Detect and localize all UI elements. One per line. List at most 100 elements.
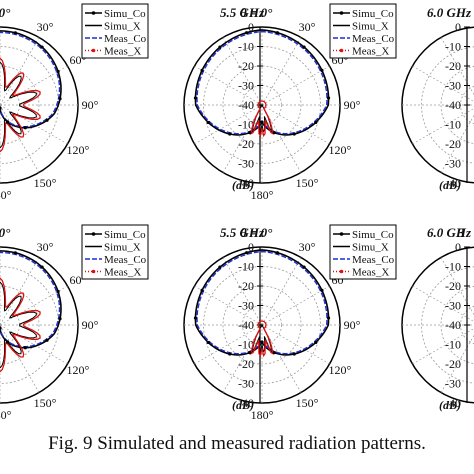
radial-tick-label: 0	[455, 240, 461, 254]
polar-grid-spoke	[261, 65, 330, 106]
simu-x-curve	[0, 61, 37, 149]
simu-co-marker	[292, 352, 296, 356]
radial-tick-label: -20	[238, 279, 254, 293]
angle-label: 180°	[0, 188, 12, 202]
radial-tick-label: -30	[238, 377, 254, 391]
simu-co-marker	[260, 340, 264, 344]
legend-label: Simu_X	[104, 21, 141, 33]
legend-label: Meas_X	[352, 267, 389, 279]
simu-x-curve	[251, 323, 273, 353]
frequency-label: 5.5 GHz	[220, 5, 265, 20]
simu-co-marker	[245, 31, 249, 35]
polar-panel-1: 0-10-20-30-40-10-20-30-40(dB)30°60°90°12…	[0, 3, 149, 202]
simu-co-marker	[272, 351, 276, 355]
legend-label: Meas_X	[352, 46, 389, 58]
simu-co-marker	[326, 96, 331, 100]
radial-tick-label: -40	[445, 176, 461, 190]
simu-co-marker	[326, 316, 331, 320]
angle-label: 150°	[34, 396, 57, 410]
polar-grid-circle	[242, 305, 282, 345]
simu-co-marker	[320, 68, 324, 72]
radial-tick-label: -10	[445, 260, 461, 274]
polar-grid-circle	[203, 46, 321, 164]
angle-label: 90°	[344, 98, 361, 112]
meas-x-curve	[250, 320, 274, 358]
radial-tick-label: -20	[445, 279, 461, 293]
simu-x-curve	[251, 103, 273, 133]
simu-co-marker	[320, 288, 324, 292]
legend-marker	[91, 11, 96, 15]
polar-grid-spoke	[412, 65, 474, 102]
angle-label: 150°	[296, 176, 319, 190]
polar-grid-spoke	[194, 104, 263, 145]
unit-label: (dB)	[232, 178, 254, 192]
polar-grid-spoke	[194, 324, 263, 365]
polar-grid-spoke	[0, 104, 40, 173]
legend-marker	[339, 48, 344, 53]
polar-grid-spoke	[412, 285, 474, 322]
polar-grid-spoke	[0, 285, 68, 326]
frequency-label: 6.0 GHz	[427, 225, 472, 240]
simu-co-marker	[23, 346, 27, 350]
polar-grid-circle	[0, 285, 40, 365]
simu-co-marker	[45, 118, 49, 122]
polar-panel-2: 0-10-20-30-40-10-20-30-40(dB)30°60°90°12…	[183, 3, 397, 202]
simu-co-marker	[0, 326, 2, 330]
polar-grid-spoke	[412, 108, 474, 145]
simu-co-marker	[13, 251, 17, 255]
simu-co-marker	[228, 132, 232, 136]
angle-label: 150°	[296, 396, 319, 410]
figure-caption: Fig. 9 Simulated and measured radiation …	[48, 433, 426, 454]
radial-tick-label: -20	[238, 137, 254, 151]
radial-tick-label: -30	[238, 79, 254, 93]
unit-label: (dB)	[439, 178, 461, 192]
legend-marker	[91, 269, 96, 274]
legend-label: Meas_Co	[104, 254, 147, 266]
simu-co-curve	[0, 30, 62, 129]
simu-co-marker	[292, 132, 296, 136]
radial-tick-label: -10	[238, 118, 254, 132]
angle-label: 90°	[344, 318, 361, 332]
simu-co-marker	[40, 45, 44, 49]
polar-grid-spoke	[0, 37, 40, 106]
meas-x-curve	[250, 100, 274, 138]
legend-marker	[339, 232, 344, 236]
polar-panel-5: 0-10-20-30-40-10-20-30-40(dB)30°60°90°12…	[183, 224, 397, 422]
legend-label: Meas_X	[104, 46, 141, 58]
polar-grid-spoke	[261, 257, 302, 326]
radial-tick-label: -10	[238, 338, 254, 352]
frequency-label: 5.5 GHz	[220, 225, 265, 240]
simu-co-marker	[314, 340, 318, 345]
polar-grid-circle	[242, 85, 282, 125]
angle-label: 30°	[299, 240, 316, 254]
simu-co-curve	[0, 250, 62, 349]
legend-marker	[339, 11, 344, 15]
angle-label: 120°	[67, 363, 90, 377]
radial-tick-label: -30	[238, 157, 254, 171]
legend-label: Meas_X	[104, 267, 141, 279]
radial-tick-label: 0	[248, 240, 254, 254]
polar-grid-spoke	[261, 37, 302, 106]
polar-grid-spoke	[261, 324, 330, 365]
polar-grid-circle	[460, 306, 474, 344]
legend-label: Simu_Co	[352, 229, 394, 241]
simu-co-marker	[56, 69, 60, 74]
angle-label: 90°	[82, 318, 99, 332]
polar-grid-spoke	[412, 328, 474, 365]
meas-co-curve	[0, 31, 61, 128]
angle-label: 150°	[34, 176, 57, 190]
polar-grid-circle	[0, 65, 40, 145]
radial-tick-label: -10	[445, 338, 461, 352]
angle-label: 30°	[37, 240, 54, 254]
simu-co-marker	[218, 45, 222, 49]
polar-panel-4: 0-10-20-30-40-10-20-30-40(dB)30°60°90°12…	[0, 224, 149, 422]
angle-label: 180°	[251, 188, 274, 202]
radial-tick-label: -40	[445, 98, 461, 112]
radial-tick-label: -10	[238, 260, 254, 274]
theta-label: θ = 0°	[240, 225, 273, 240]
radial-tick-label: -40	[445, 318, 461, 332]
polar-grid-circle	[203, 266, 321, 384]
simu-co-marker	[275, 251, 279, 255]
simu-co-marker	[248, 351, 252, 355]
